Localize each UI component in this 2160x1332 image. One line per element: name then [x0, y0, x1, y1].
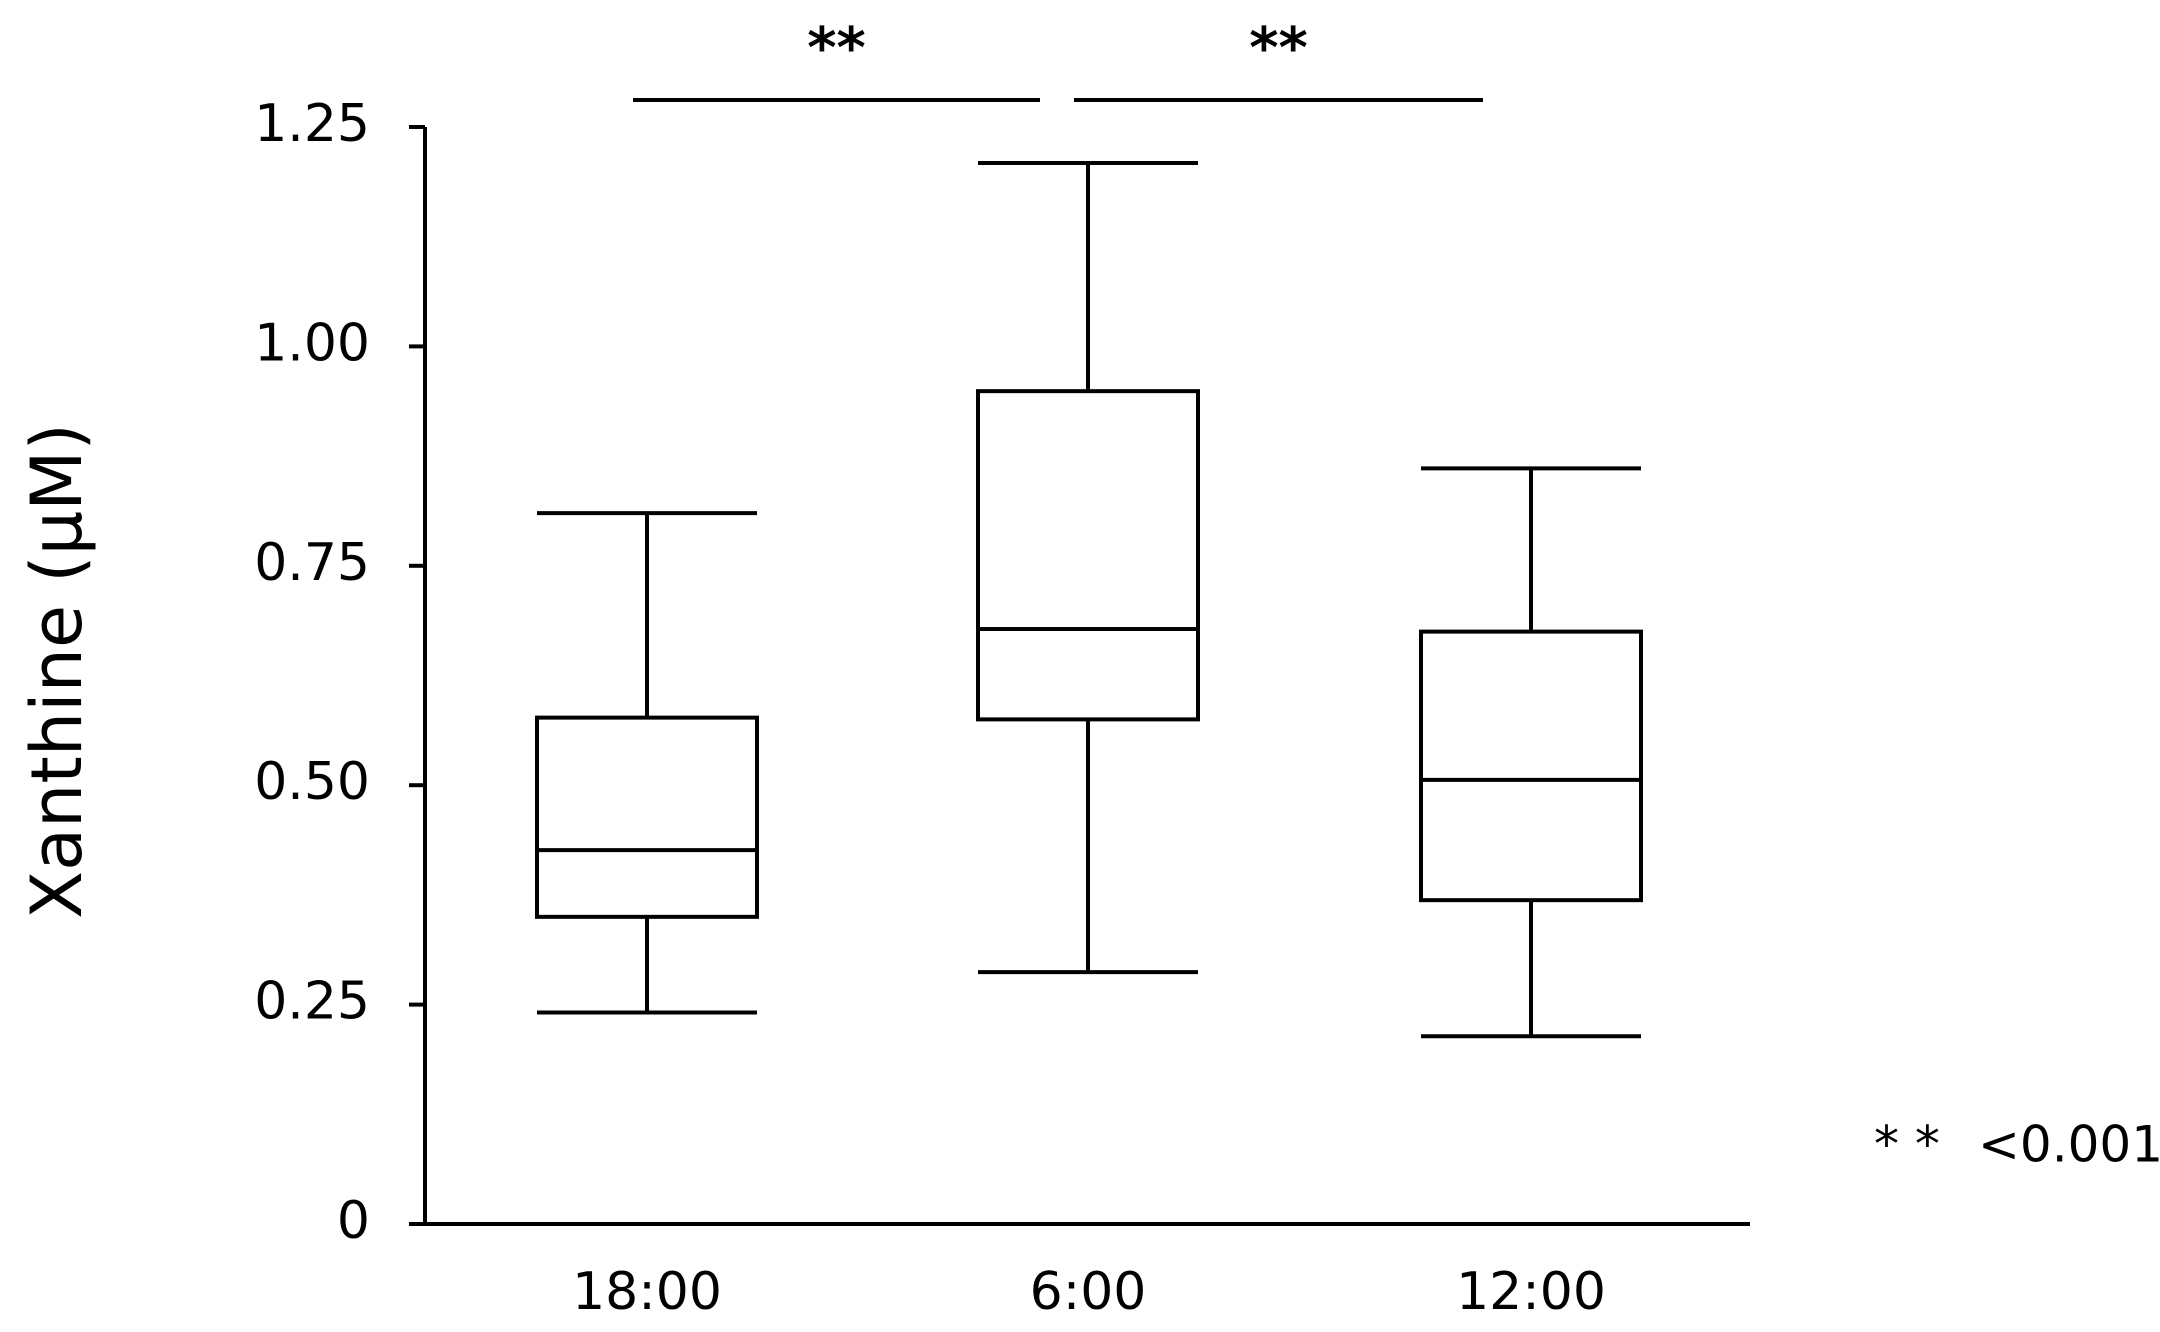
- y-tick-label: 0.25: [254, 972, 370, 1032]
- note-symbol: * *: [1874, 1116, 1940, 1174]
- y-tick-label: 0: [337, 1191, 370, 1251]
- significance-label: **: [807, 16, 866, 81]
- box: [1419, 629, 1643, 903]
- y-tick-label: 1.25: [254, 94, 370, 154]
- y-tick-label: 1.00: [254, 313, 370, 373]
- y-tick-label: 0.75: [254, 533, 370, 593]
- x-tick-label: 18:00: [572, 1262, 722, 1322]
- y-tick-label: 0.50: [254, 752, 370, 812]
- box: [535, 715, 759, 919]
- note-text: <0.001: [1978, 1116, 2160, 1174]
- x-tick-label: 6:00: [1030, 1262, 1147, 1322]
- box: [976, 389, 1200, 722]
- y-axis-label: Xanthine (μM): [16, 423, 98, 919]
- x-tick-label: 12:00: [1456, 1262, 1606, 1322]
- significance-label: **: [1249, 16, 1308, 81]
